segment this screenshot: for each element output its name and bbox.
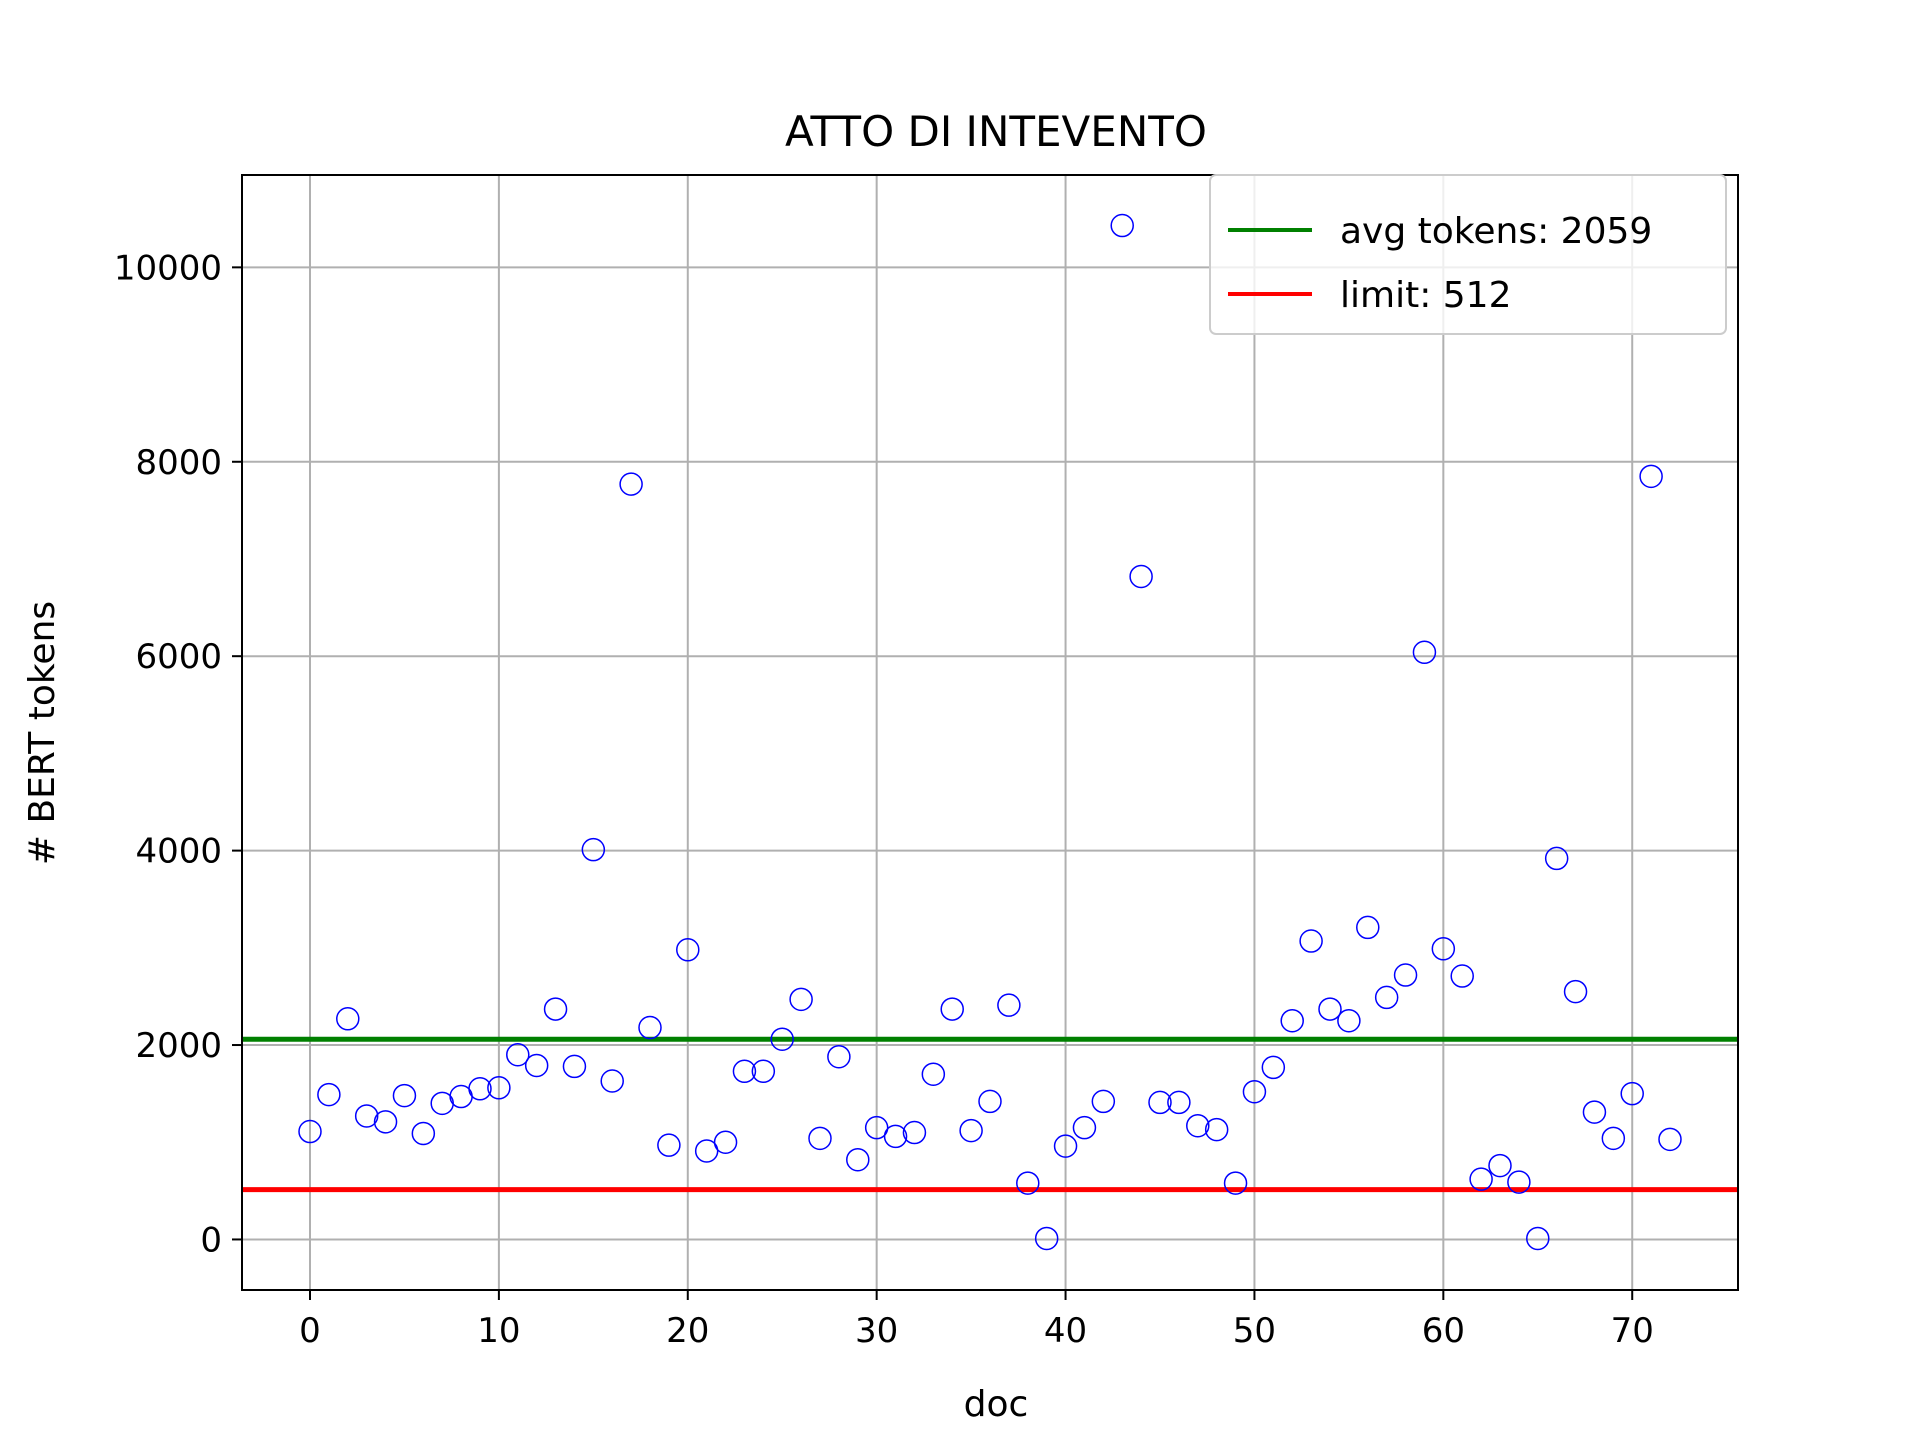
x-tick-label: 40 (1044, 1311, 1087, 1351)
data-point (1356, 915, 1380, 940)
data-point (864, 1115, 889, 1140)
data-point (921, 1062, 946, 1086)
y-axis-ticks: 0 2000 4000 6000 8000 10000 (114, 248, 242, 1260)
data-point (789, 987, 813, 1012)
x-tick-label: 50 (1233, 1311, 1276, 1351)
data-point (1431, 937, 1456, 961)
x-tick-label: 0 (299, 1311, 321, 1351)
data-point (392, 1083, 417, 1108)
data-point (411, 1121, 436, 1146)
x-tick-label: 10 (477, 1311, 520, 1351)
data-point (1469, 1167, 1493, 1191)
y-tick-label: 6000 (135, 637, 222, 677)
data-point (827, 1044, 851, 1069)
y-tick-label: 2000 (135, 1026, 222, 1066)
data-point (732, 1059, 757, 1084)
x-tick-label: 20 (666, 1311, 709, 1351)
data-point (506, 1043, 530, 1067)
data-point (657, 1133, 681, 1157)
x-tick-label: 30 (855, 1311, 898, 1351)
data-point (1526, 1226, 1550, 1251)
data-point (1242, 1079, 1267, 1104)
data-point (581, 837, 606, 862)
data-point (846, 1147, 870, 1172)
data-point (1393, 963, 1418, 987)
data-point (524, 1053, 549, 1078)
data-point (1488, 1153, 1512, 1178)
data-point (713, 1130, 738, 1154)
data-point (1034, 1226, 1059, 1251)
data-point (1072, 1115, 1097, 1140)
data-point (1450, 964, 1474, 988)
data-point (1204, 1117, 1229, 1142)
x-axis-ticks: 0 10 20 30 40 50 60 70 (299, 1290, 1654, 1351)
y-tick-label: 8000 (135, 443, 222, 483)
y-tick-label: 0 (200, 1220, 222, 1260)
data-point (883, 1124, 908, 1149)
data-point (1261, 1055, 1286, 1080)
data-point (1053, 1134, 1078, 1158)
y-tick-label: 4000 (135, 832, 222, 872)
data-point (1337, 1008, 1361, 1033)
data-point (1148, 1090, 1172, 1115)
data-point (336, 1007, 360, 1031)
x-tick-label: 70 (1611, 1311, 1654, 1351)
data-point (676, 938, 700, 962)
data-point (1620, 1081, 1644, 1106)
data-point (1299, 929, 1323, 953)
grid (242, 175, 1738, 1290)
legend: avg tokens: 2059 limit: 512 (1209, 174, 1727, 335)
data-point (298, 1119, 322, 1144)
chart-title: ATTO DI INTEVENTO (785, 107, 1207, 156)
data-point (808, 1126, 832, 1151)
data-point (1563, 979, 1588, 1004)
legend-label-limit: limit: 512 (1340, 275, 1511, 316)
x-tick-label: 60 (1422, 1311, 1465, 1351)
data-point (562, 1054, 587, 1079)
data-point (770, 1027, 794, 1051)
data-point (600, 1069, 624, 1093)
data-point (317, 1082, 341, 1107)
data-point (1318, 997, 1342, 1021)
y-tick-label: 10000 (114, 248, 222, 288)
data-point (468, 1077, 492, 1101)
data-point (1167, 1090, 1191, 1115)
data-point (1639, 464, 1663, 489)
data-point (1507, 1170, 1531, 1194)
data-point (1223, 1171, 1248, 1195)
data-point (1374, 985, 1399, 1010)
data-point (619, 472, 643, 496)
data-point (997, 993, 1021, 1017)
x-axis-title: doc (964, 1384, 1029, 1425)
data-point (1091, 1089, 1116, 1114)
data-points (298, 213, 1682, 1251)
data-point (940, 997, 964, 1021)
data-point (373, 1110, 398, 1134)
legend-label-avg: avg tokens: 2059 (1340, 211, 1652, 252)
reference-lines (242, 1036, 1738, 1193)
data-point (1658, 1127, 1682, 1152)
data-point (978, 1089, 1002, 1114)
data-point (543, 997, 568, 1021)
data-point (487, 1076, 511, 1100)
data-point (1544, 846, 1569, 871)
data-point (638, 1015, 662, 1040)
data-point (1582, 1100, 1607, 1124)
data-point (902, 1120, 927, 1145)
data-point (1601, 1126, 1626, 1151)
data-point (694, 1139, 719, 1163)
y-axis-title: # BERT tokens (22, 601, 63, 865)
data-point (354, 1104, 379, 1128)
plot-frame (241, 174, 1739, 1291)
data-point (1280, 1008, 1304, 1033)
data-point (751, 1059, 776, 1084)
data-point (1016, 1171, 1040, 1195)
data-point (1412, 640, 1437, 665)
legend-box (1209, 174, 1727, 335)
data-point (1110, 213, 1134, 238)
data-point (1186, 1113, 1210, 1138)
data-point (959, 1118, 983, 1143)
data-point (1129, 564, 1153, 589)
